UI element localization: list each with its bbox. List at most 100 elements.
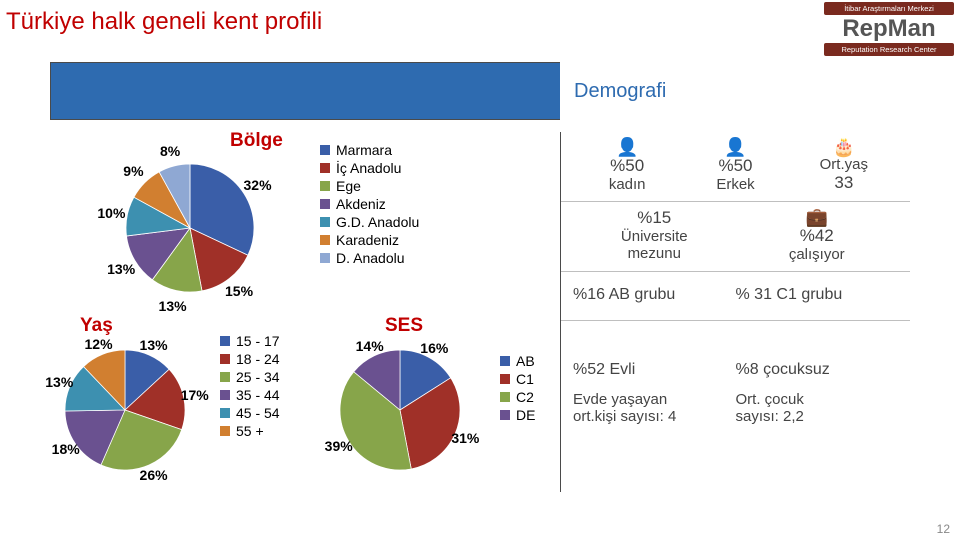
pie-slice-label: 13%	[107, 261, 135, 277]
pie-slice-label: 10%	[97, 205, 125, 221]
legend-label: 45 - 54	[236, 405, 280, 421]
legend-swatch	[220, 354, 230, 364]
yas-pie	[50, 335, 200, 485]
pie-slice-label: 16%	[420, 340, 448, 356]
legend-swatch	[500, 356, 510, 366]
legend-item: 55 +	[220, 423, 280, 439]
legend-swatch	[220, 390, 230, 400]
legend-swatch	[500, 392, 510, 402]
stat-erkek-pct: %50	[681, 156, 789, 176]
legend-item: D. Anadolu	[320, 250, 419, 266]
pie-slice-label: 39%	[325, 438, 353, 454]
page-number: 12	[937, 522, 950, 536]
bolge-chart: Bölge Marmaraİç AnadoluEgeAkdenizG.D. An…	[50, 130, 550, 310]
legend-swatch	[500, 410, 510, 420]
yas-chart: Yaş 15 - 1718 - 2425 - 3435 - 4445 - 545…	[20, 315, 320, 505]
pie-slice-label: 32%	[244, 177, 272, 193]
legend-item: 45 - 54	[220, 405, 280, 421]
stat-ortc-l2: sayısı: 2,2	[736, 408, 899, 425]
stat-evd-l2: ort.kişi sayısı: 4	[573, 408, 736, 425]
charts-area: Bölge Marmaraİç AnadoluEgeAkdenizG.D. An…	[50, 130, 550, 510]
legend-label: Ege	[336, 178, 361, 194]
legend-item: Karadeniz	[320, 232, 419, 248]
pie-slice-label: 18%	[52, 441, 80, 457]
legend-item: Ege	[320, 178, 419, 194]
stat-ortayas: 🎂 Ort.yaş 33	[790, 138, 898, 193]
legend-label: AB	[516, 353, 535, 369]
cake-icon: 🎂	[790, 138, 898, 156]
legend-swatch	[220, 408, 230, 418]
stat-evd-l1: Evde yaşayan	[573, 391, 736, 408]
legend-label: 55 +	[236, 423, 264, 439]
pie-slice-label: 13%	[45, 374, 73, 390]
legend-item: DE	[500, 407, 535, 423]
legend-swatch	[320, 163, 330, 173]
panel-row-gender-age: 👤 %50 kadın 👤 %50 Erkek 🎂 Ort.yaş 33	[561, 132, 910, 202]
stat-ortc-l1: Ort. çocuk	[736, 391, 899, 408]
legend-item: 15 - 17	[220, 333, 280, 349]
legend-label: D. Anadolu	[336, 250, 405, 266]
legend-swatch	[220, 372, 230, 382]
pie-slice-label: 13%	[159, 298, 187, 314]
pie-slice-label: 8%	[160, 143, 180, 159]
legend-item: Akdeniz	[320, 196, 419, 212]
legend-swatch	[320, 199, 330, 209]
legend-item: Marmara	[320, 142, 419, 158]
ses-pie	[325, 335, 475, 485]
legend-item: 35 - 44	[220, 387, 280, 403]
bolge-legend: Marmara İç Anadolu Ege Akdeniz G.D. Anadolu K…	[320, 142, 419, 268]
demographics-panel: 👤 %50 kadın 👤 %50 Erkek 🎂 Ort.yaş 33 %15…	[560, 132, 910, 492]
female-icon: 👤	[573, 138, 681, 156]
stat-c1-grubu: % 31 C1 grubu	[736, 286, 899, 304]
page-title: Türkiye halk geneli kent profili	[6, 8, 322, 36]
stat-calisiyor: 💼 %42 çalışıyor	[736, 208, 899, 263]
stat-ab-grubu: %16 AB grubu	[573, 286, 736, 304]
legend-swatch	[320, 181, 330, 191]
legend-item: 18 - 24	[220, 351, 280, 367]
legend-swatch	[320, 253, 330, 263]
brand-logo: İtibar Araştırmaları Merkezi RepMan Repu…	[824, 2, 954, 56]
legend-label: 15 - 17	[236, 333, 280, 349]
stat-ortayas-val: 33	[790, 173, 898, 193]
legend-swatch	[220, 426, 230, 436]
pie-slice-label: 15%	[225, 283, 253, 299]
stat-calis-pct: %42	[736, 226, 899, 246]
stat-kadin-pct: %50	[573, 156, 681, 176]
legend-label: Karadeniz	[336, 232, 399, 248]
stat-erkek-label: Erkek	[681, 176, 789, 193]
legend-label: C2	[516, 389, 534, 405]
stat-ortayas-label: Ort.yaş	[790, 156, 898, 173]
legend-item: AB	[500, 353, 535, 369]
ses-chart: SES ABC1C2DE 16%31%39%14%	[305, 315, 565, 505]
stat-universite: %15 Üniversite mezunu	[573, 208, 736, 263]
stat-uni-l1: Üniversite	[573, 228, 736, 245]
legend-label: İç Anadolu	[336, 160, 401, 176]
pie-slice-label: 9%	[123, 163, 143, 179]
legend-item: C2	[500, 389, 535, 405]
panel-row-family: %52 Evli %8 çocuksuz Evde yaşayan ort.ki…	[561, 321, 910, 433]
stat-evde-yasayan: Evde yaşayan ort.kişi sayısı: 4	[573, 391, 736, 425]
legend-swatch	[320, 235, 330, 245]
pie-slice-label: 14%	[356, 338, 384, 354]
stat-kadin-label: kadın	[573, 176, 681, 193]
logo-bottom-text: Reputation Research Center	[824, 43, 954, 56]
legend-item: İç Anadolu	[320, 160, 419, 176]
legend-swatch	[500, 374, 510, 384]
legend-item: C1	[500, 371, 535, 387]
ses-legend: AB C1 C2 DE	[500, 353, 535, 425]
legend-label: DE	[516, 407, 535, 423]
panel-row-edu-work: %15 Üniversite mezunu 💼 %42 çalışıyor	[561, 202, 910, 272]
pie-slice-label: 31%	[451, 430, 479, 446]
worker-icon: 💼	[736, 208, 899, 226]
legend-item: G.D. Anadolu	[320, 214, 419, 230]
pie-slice-label: 12%	[85, 336, 113, 352]
logo-top-text: İtibar Araştırmaları Merkezi	[824, 2, 954, 15]
legend-label: G.D. Anadolu	[336, 214, 419, 230]
pie-slice-label: 13%	[140, 337, 168, 353]
stat-evli: %52 Evli	[573, 361, 736, 379]
legend-label: Marmara	[336, 142, 392, 158]
legend-label: 25 - 34	[236, 369, 280, 385]
legend-swatch	[320, 217, 330, 227]
male-icon: 👤	[681, 138, 789, 156]
stat-calis-label: çalışıyor	[736, 246, 899, 263]
